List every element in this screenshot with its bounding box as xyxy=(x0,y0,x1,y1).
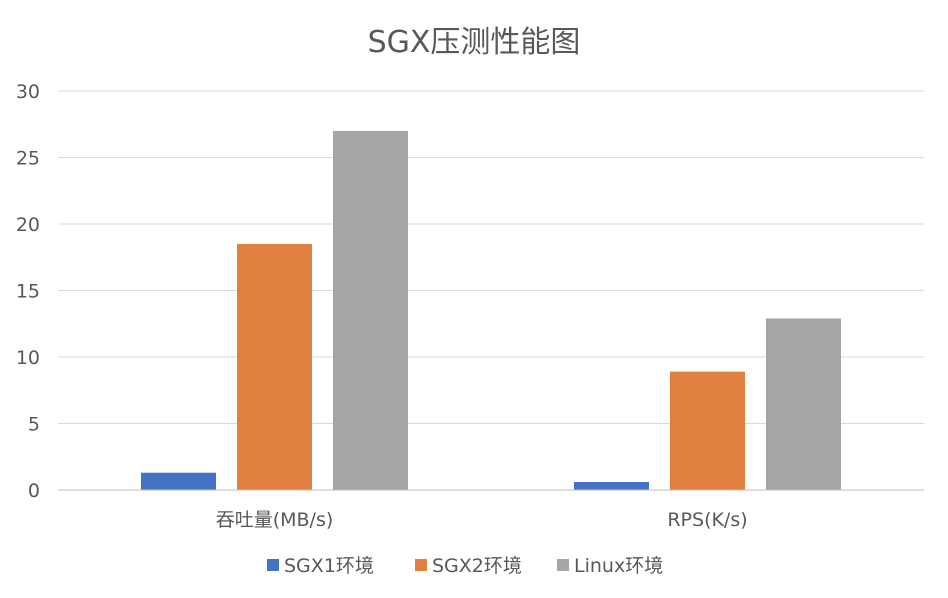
bar xyxy=(237,243,312,490)
chart-title: SGX压测性能图 xyxy=(368,25,581,60)
bar xyxy=(141,472,216,490)
bar xyxy=(670,371,745,490)
y-axis-ticks: 0 5 10 15 20 25 30 xyxy=(16,81,40,502)
legend-label: Linux环境 xyxy=(574,555,663,577)
bars xyxy=(141,130,841,490)
legend-swatch xyxy=(557,559,569,571)
x-category-label: 吞吐量(MB/s) xyxy=(216,509,334,531)
bar xyxy=(333,130,408,490)
bar xyxy=(766,318,841,490)
y-tick-label: 5 xyxy=(28,414,40,436)
bar xyxy=(574,482,649,490)
legend: SGX1环境 SGX2环境 Linux环境 xyxy=(267,555,663,577)
y-tick-label: 10 xyxy=(16,347,40,369)
legend-swatch xyxy=(267,559,279,571)
y-tick-label: 20 xyxy=(16,214,40,236)
x-axis-categories: 吞吐量(MB/s) RPS(K/s) xyxy=(216,509,748,531)
y-tick-label: 15 xyxy=(16,281,40,303)
legend-swatch xyxy=(415,559,427,571)
legend-label: SGX2环境 xyxy=(432,555,522,577)
x-category-label: RPS(K/s) xyxy=(667,509,747,531)
y-tick-label: 0 xyxy=(28,480,40,502)
legend-label: SGX1环境 xyxy=(284,555,374,577)
y-tick-label: 30 xyxy=(16,81,40,103)
y-tick-label: 25 xyxy=(16,148,40,170)
